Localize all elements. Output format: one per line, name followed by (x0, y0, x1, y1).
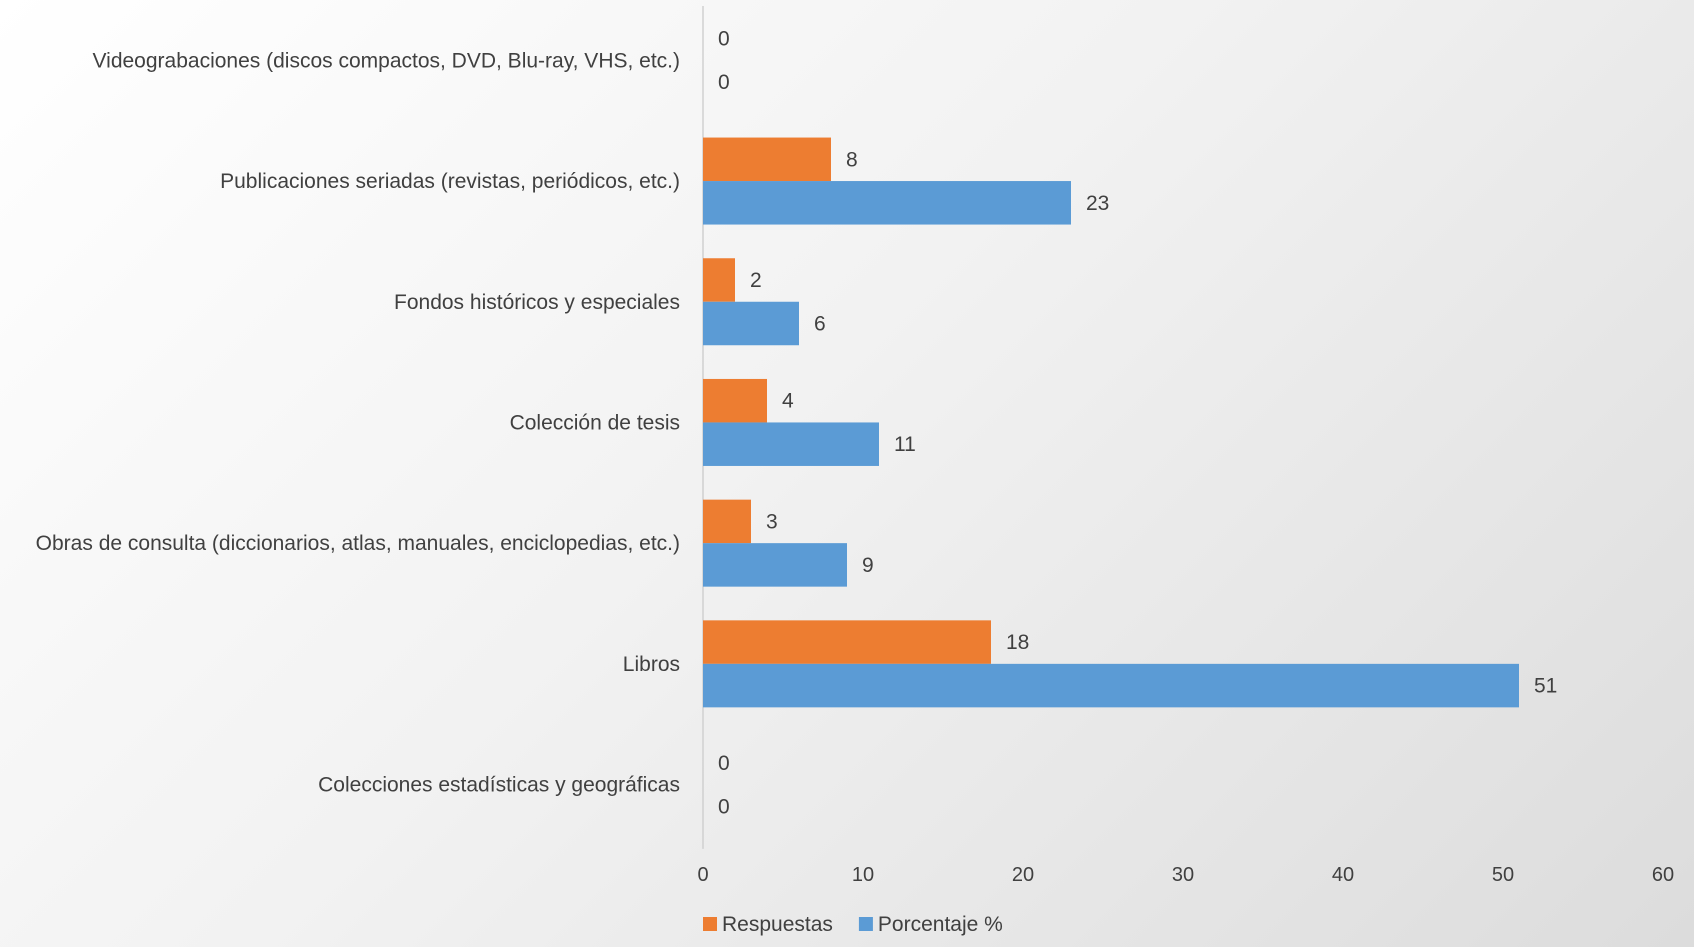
data-label: 2 (750, 269, 762, 292)
legend-entry: Respuestas (722, 913, 833, 936)
category-label: Libros (623, 653, 680, 676)
category-label: Obras de consulta (diccionarios, atlas, … (36, 532, 680, 555)
x-tick-label: 60 (1652, 864, 1674, 886)
x-axis-ticks: 0 10 20 30 40 50 60 (697, 864, 1674, 886)
x-tick-label: 0 (697, 864, 708, 886)
data-label: 3 (766, 510, 778, 533)
data-label: 51 (1534, 675, 1557, 698)
data-label: 0 (718, 752, 730, 775)
category-label: Colecciones estadísticas y geográficas (318, 774, 680, 797)
legend-swatch (703, 917, 717, 931)
data-labels: 0 0 8 23 2 6 4 11 3 9 18 51 0 0 (718, 28, 1557, 819)
x-tick-label: 20 (1012, 864, 1034, 886)
bar-porcentaje (703, 663, 1519, 708)
bar-porcentaje (703, 181, 1071, 225)
category-label: Fondos históricos y especiales (394, 291, 680, 314)
bar-porcentaje (703, 301, 799, 346)
bar-respuestas (703, 620, 991, 664)
data-label: 0 (718, 795, 730, 818)
bar-porcentaje (703, 422, 879, 466)
data-label: 23 (1086, 192, 1109, 215)
data-label: 9 (862, 554, 874, 577)
bar-porcentaje (703, 543, 847, 587)
x-tick-label: 50 (1492, 864, 1514, 886)
data-label: 8 (846, 148, 858, 171)
bar-respuestas (703, 378, 767, 423)
data-label: 6 (814, 313, 826, 336)
category-label: Videograbaciones (discos compactos, DVD,… (93, 49, 680, 72)
x-tick-label: 30 (1172, 864, 1194, 886)
bar-respuestas (703, 137, 831, 182)
x-tick-label: 10 (852, 864, 874, 886)
category-label: Colección de tesis (510, 411, 680, 434)
bar-respuestas (703, 499, 751, 544)
x-tick-label: 40 (1332, 864, 1354, 886)
data-label: 0 (718, 71, 730, 94)
data-label: 18 (1006, 631, 1029, 654)
category-label: Publicaciones seriadas (revistas, periód… (220, 170, 680, 193)
data-label: 11 (894, 433, 916, 456)
category-labels: Videograbaciones (discos compactos, DVD,… (36, 49, 680, 796)
data-label: 0 (718, 28, 730, 51)
bar-respuestas (703, 258, 735, 302)
data-label: 4 (782, 390, 794, 413)
legend: Respuestas Porcentaje % (703, 913, 1003, 936)
bars (703, 137, 1519, 708)
legend-swatch (858, 917, 873, 931)
legend-entry: Porcentaje % (878, 913, 1003, 936)
